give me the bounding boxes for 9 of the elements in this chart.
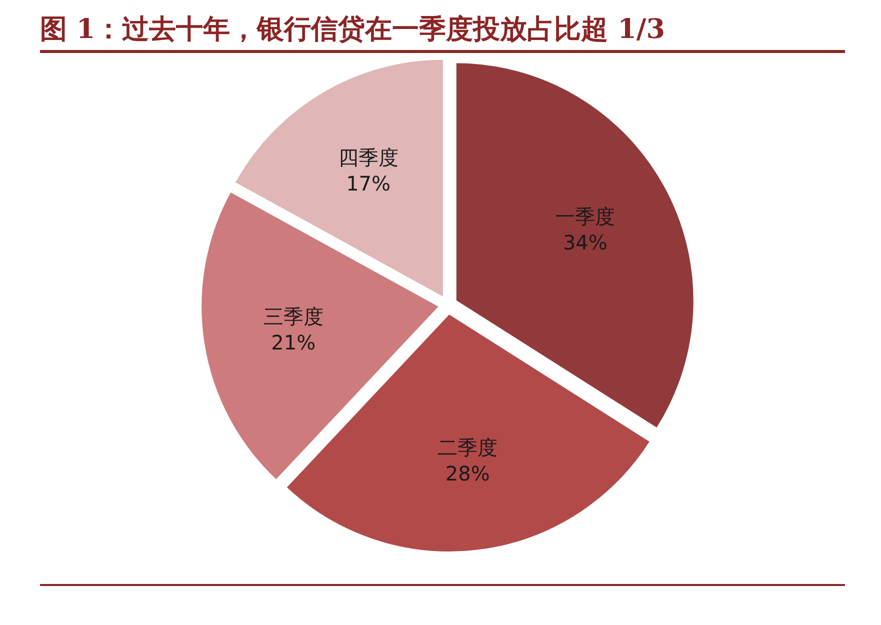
- slice-label: 三季度: [263, 304, 324, 328]
- slice-label: 二季度: [438, 435, 498, 460]
- slice-label: 一季度: [555, 204, 616, 229]
- slice-label: 四季度: [338, 145, 398, 170]
- data-label: 28%: [445, 461, 490, 486]
- chart-title: 图 1：过去十年，银行信贷在一季度投放占比超 1/3: [40, 14, 666, 45]
- data-label: 21%: [271, 330, 316, 354]
- data-label: 17%: [346, 171, 391, 196]
- data-label: 34%: [562, 230, 608, 255]
